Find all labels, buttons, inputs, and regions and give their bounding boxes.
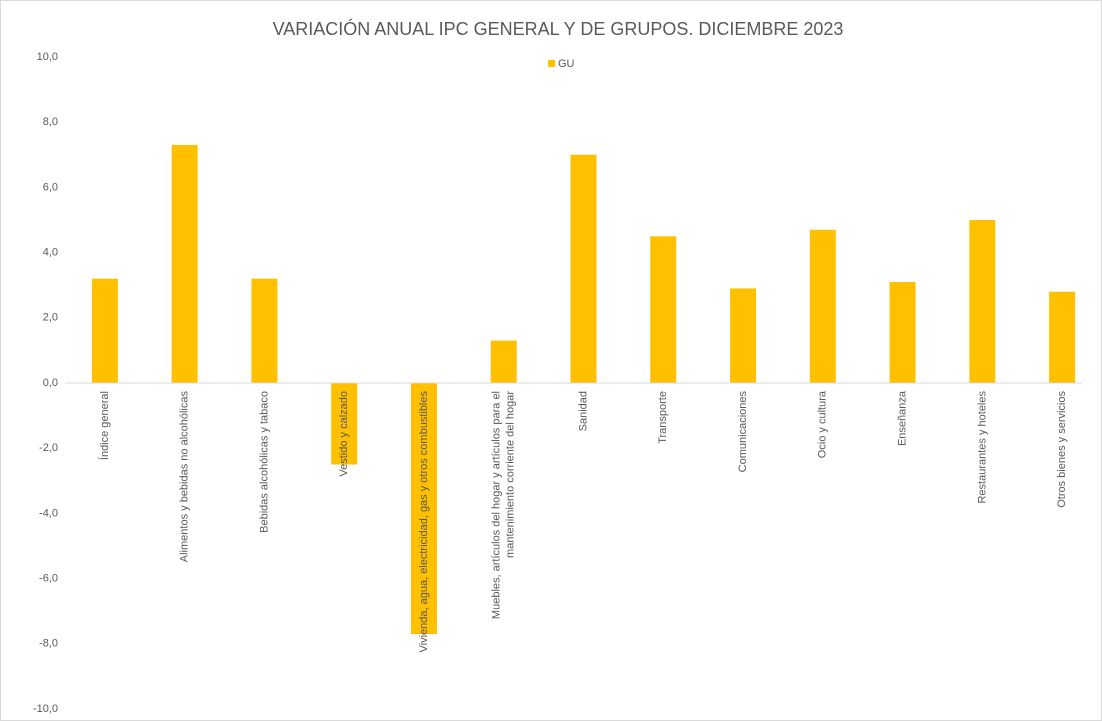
y-tick-label: -10,0 xyxy=(33,703,58,715)
x-tick-label: Muebles, artículos del hogar y artículos… xyxy=(491,391,517,619)
x-tick-label: Índice general xyxy=(98,391,111,460)
bar xyxy=(171,145,198,383)
bar xyxy=(490,340,517,383)
bar xyxy=(969,220,996,383)
bar xyxy=(570,154,597,383)
x-tick-label: Vestido y calzado xyxy=(338,391,350,477)
bar xyxy=(730,288,757,383)
x-tick-label: Sanidad xyxy=(577,391,589,431)
y-tick-label: 2,0 xyxy=(43,312,58,324)
bar xyxy=(251,278,278,383)
y-tick-label: 4,0 xyxy=(43,247,58,259)
bar xyxy=(809,229,836,383)
x-tick-label: Transporte xyxy=(657,391,669,444)
legend-swatch xyxy=(548,60,555,67)
x-tick-label: Bebidas alcohólicas y tabaco xyxy=(258,391,270,533)
x-tick-label: Ocio y cultura xyxy=(817,390,829,458)
y-tick-label: -2,0 xyxy=(39,442,58,454)
bar xyxy=(410,383,437,635)
y-tick-label: 0,0 xyxy=(43,377,58,389)
bar xyxy=(1049,291,1076,383)
y-tick-label: 10,0 xyxy=(37,51,58,63)
x-tick-label: Alimentos y bebidas no alcohólicas xyxy=(179,391,191,563)
y-tick-label: 8,0 xyxy=(43,116,58,128)
x-tick-label: Enseñanza xyxy=(896,390,908,446)
bar xyxy=(331,383,358,465)
x-tick-label: Vivienda, agua, electricidad, gas y otro… xyxy=(418,391,430,653)
y-tick-label: -6,0 xyxy=(39,573,58,585)
bar xyxy=(650,236,677,383)
x-tick-label: Otros bienes y servicios xyxy=(1056,391,1068,508)
x-tick-label: Comunicaciones xyxy=(737,391,749,473)
bar xyxy=(889,281,916,383)
bar xyxy=(91,278,118,383)
chart-title: VARIACIÓN ANUAL IPC GENERAL Y DE GRUPOS.… xyxy=(273,18,844,39)
legend-label: GU xyxy=(558,58,575,70)
y-tick-label: -8,0 xyxy=(39,638,58,650)
y-tick-label: 6,0 xyxy=(43,181,58,193)
x-tick-label: Restaurantes y hoteles xyxy=(976,391,988,504)
y-tick-label: -4,0 xyxy=(39,507,58,519)
